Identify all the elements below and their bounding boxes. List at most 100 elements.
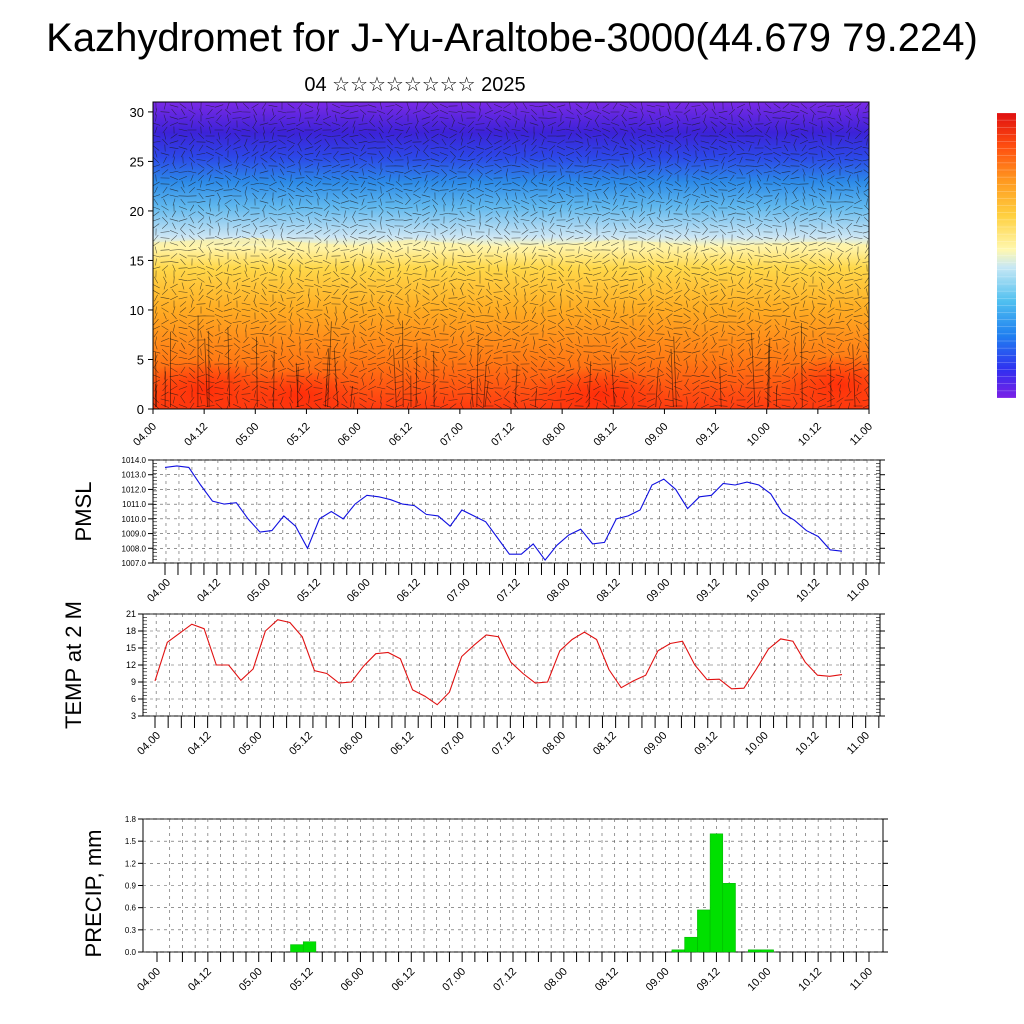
- y-tick-label: 10: [130, 303, 144, 318]
- x-tick-label: 10.12: [796, 421, 824, 449]
- x-tick-label: 11.00: [848, 966, 875, 993]
- series-line: [154, 619, 843, 706]
- y-tick-label: 12: [126, 660, 136, 670]
- x-tick-label: 08.00: [540, 421, 568, 449]
- x-tick-label: 09.00: [644, 577, 672, 605]
- y-tick-label: 0.3: [125, 926, 137, 935]
- x-tick-label: 10.00: [745, 966, 773, 994]
- wind-streaks: [155, 315, 856, 408]
- x-tick-label: 04.12: [186, 730, 214, 758]
- x-tick-label: 07.12: [490, 730, 518, 758]
- y-tick-label: 15: [130, 253, 144, 268]
- precip-bar: [684, 936, 698, 953]
- precip-bar: [722, 883, 736, 953]
- cross-section-fill: [153, 102, 869, 409]
- x-tick-label: 04.12: [195, 577, 223, 605]
- x-tick-label: 06.12: [387, 421, 415, 449]
- x-tick-label: 05.00: [236, 730, 264, 758]
- x-tick-label: 04.00: [145, 577, 173, 605]
- y-tick-label: 20: [130, 204, 144, 219]
- x-tick-label: 05.00: [233, 421, 261, 449]
- x-tick-label: 09.12: [695, 966, 723, 994]
- x-tick-label: 07.12: [489, 421, 517, 449]
- x-tick-label: 05.12: [285, 421, 313, 449]
- x-tick-label: 05.00: [237, 966, 265, 994]
- precip-bar: [760, 949, 774, 953]
- x-tick-label: 08.00: [545, 577, 573, 605]
- x-tick-label: 08.00: [542, 966, 570, 994]
- x-tick-label: 07.12: [491, 966, 519, 994]
- wind-barbs: [153, 102, 869, 409]
- x-tick-label: 09.00: [644, 966, 672, 994]
- chart-subtitle: 04 ☆☆☆☆☆☆☆☆ 2025: [304, 74, 526, 96]
- precip-bar: [290, 944, 304, 953]
- y-tick-label: 1013.0: [122, 471, 147, 480]
- temp-panel: 3 6 9 12 15 18 21 04.00 04.12 05.00 05.12 06.00 06.1…: [61, 601, 885, 758]
- y-tick-label: 3: [131, 711, 136, 721]
- x-tick-label: 11.00: [845, 730, 872, 757]
- x-tick-label: 09.12: [694, 421, 722, 449]
- y-tick-label: 0.9: [125, 882, 137, 891]
- x-tick-label: 04.00: [131, 421, 159, 449]
- x-tick-label: 10.12: [796, 966, 824, 994]
- x-tick-label: 09.00: [642, 730, 670, 758]
- x-tick-label: 07.00: [445, 577, 473, 605]
- x-tick-label: 07.00: [438, 421, 466, 449]
- series-line: [164, 465, 843, 562]
- x-tick-label: 10.12: [794, 730, 822, 758]
- precip-panel: 0.0 0.3 0.6 0.9 1.2 1.5 1.8 04.00 04.12 05.00 05.1…: [81, 815, 888, 994]
- precip-bar: [697, 909, 711, 953]
- y-tick-label: 0.6: [125, 904, 137, 913]
- x-tick-label: 06.12: [395, 577, 423, 605]
- x-tick-label: 09.12: [694, 577, 722, 605]
- precip-bar: [747, 949, 762, 953]
- x-tick-label: 08.12: [593, 966, 621, 994]
- x-tick-label: 06.00: [336, 421, 364, 449]
- y-axis-label: PRECIP, mm: [81, 830, 106, 958]
- y-tick-label: 25: [130, 154, 144, 169]
- y-tick-label: 1.5: [125, 837, 137, 846]
- y-tick-label: 0: [137, 402, 144, 417]
- x-tick-label: 09.12: [692, 730, 720, 758]
- warm-core-1: [240, 370, 360, 409]
- x-tick-label: 11.00: [845, 577, 872, 604]
- y-tick-label: 1011.0: [122, 500, 146, 509]
- x-tick-label: 10.12: [794, 577, 822, 605]
- colorbar: [997, 112, 1016, 399]
- x-tick-label: 05.12: [287, 730, 315, 758]
- x-tick-label: 06.12: [388, 730, 416, 758]
- y-tick-label: 5: [137, 352, 144, 367]
- y-tick-label: 1014.0: [122, 456, 147, 465]
- precip-bar: [709, 833, 724, 953]
- x-tick-label: 07.12: [495, 577, 523, 605]
- y-tick-label: 15: [126, 643, 136, 653]
- chart-title: Kazhydromet for J-Yu-Araltobe-3000(44.67…: [46, 16, 978, 60]
- y-tick-label: 1010.0: [122, 515, 147, 524]
- x-tick-label: 08.00: [540, 730, 568, 758]
- precip-bar: [671, 949, 685, 953]
- x-tick-label: 08.12: [591, 421, 619, 449]
- y-tick-label: 1007.0: [122, 559, 147, 568]
- y-tick-label: 9: [131, 677, 136, 687]
- x-tick-label: 05.00: [245, 577, 273, 605]
- y-tick-label: 1.2: [125, 859, 137, 868]
- y-tick-label: 0.0: [125, 948, 137, 957]
- x-tick-label: 04.12: [186, 966, 214, 994]
- x-tick-label: 04.00: [135, 966, 163, 994]
- x-tick-label: 10.00: [745, 421, 773, 449]
- x-tick-label: 06.00: [345, 577, 373, 605]
- y-tick-label: 1012.0: [122, 485, 147, 494]
- cross-section-panel: 0 5 10 15 20 25 30 04.00 04.12 05.00 05.12 06.00 06.…: [130, 101, 875, 449]
- x-tick-label: 05.12: [288, 966, 316, 994]
- x-tick-label: 08.12: [591, 730, 619, 758]
- x-tick-label: 08.12: [595, 577, 623, 605]
- y-tick-label: 21: [126, 609, 136, 619]
- x-tick-label: 05.12: [295, 577, 323, 605]
- precip-bar: [302, 941, 317, 953]
- y-axis-label: PMSL: [71, 482, 96, 542]
- y-tick-label: 1.8: [125, 815, 137, 824]
- y-tick-label: 18: [126, 626, 136, 636]
- x-tick-label: 04.12: [182, 421, 210, 449]
- x-tick-label: 06.00: [339, 966, 367, 994]
